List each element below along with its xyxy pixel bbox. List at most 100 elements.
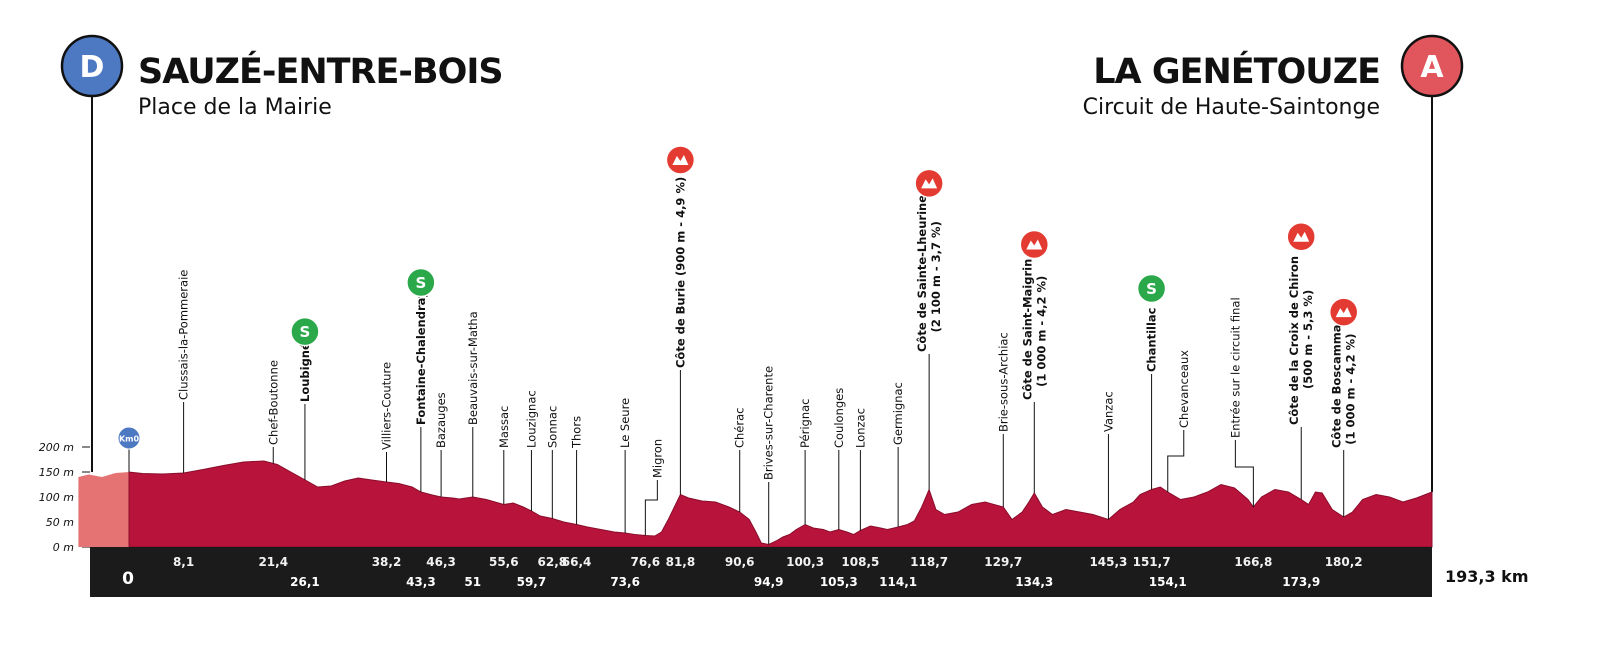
km-marker-label: 0 — [122, 569, 134, 589]
mountain-glyph — [1293, 231, 1310, 242]
point-label-1: Chef-Boutonne — [266, 360, 280, 445]
climb-icon — [665, 145, 696, 175]
km-marker-label: 151,7 — [1133, 555, 1171, 569]
point-name: Fontaine-Chalendray — [414, 290, 428, 425]
km0-label: Km0 — [119, 435, 140, 444]
point-label-17: Coulonges — [832, 388, 846, 448]
sprint-icon — [1136, 273, 1167, 304]
point-label-11: Le Seure — [618, 398, 632, 448]
leader-line — [1234, 440, 1254, 507]
point-name: Sonnac — [545, 406, 559, 448]
point-name: Chef-Boutonne — [266, 360, 280, 445]
km-marker-label: 173,9 — [1282, 575, 1320, 589]
point-label-18: Lonzac — [853, 408, 867, 448]
distance-band — [90, 547, 1432, 597]
point-label-3: Villiers-Couture — [379, 362, 393, 450]
point-name: Beauvais-sur-Matha — [466, 311, 480, 425]
point-name: Vanzac — [1101, 391, 1115, 432]
point-name: (2 100 m - 3,7 %) — [929, 221, 943, 332]
km-marker-label: 114,1 — [879, 575, 917, 589]
point-label-10: Thors — [570, 416, 584, 449]
point-name: Brives-sur-Charente — [762, 366, 776, 480]
sprint-icon-letter: S — [300, 323, 311, 341]
finish-badge-letter: A — [1420, 50, 1444, 85]
km-marker-label: 38,2 — [372, 555, 402, 569]
km-marker-label: 76,6 — [631, 555, 661, 569]
km-marker-label: 26,1 — [290, 575, 320, 589]
km-marker-label: 105,3 — [820, 575, 858, 589]
km-marker-label: 62,8 — [538, 555, 568, 569]
point-label-26: Entrée sur le circuit final — [1228, 297, 1242, 438]
point-name: Loubigné — [298, 342, 312, 402]
sprint-icon — [406, 267, 436, 298]
point-name: Brie-sous-Archiac — [996, 332, 1010, 432]
point-name: Pérignac — [798, 399, 812, 448]
point-label-23: Vanzac — [1101, 391, 1115, 432]
neutral-zone-area — [78, 472, 129, 547]
finish-header: A LA GENÉTOUZE Circuit de Haute-Saintong… — [1083, 34, 1464, 492]
point-name: Côte de Saint-Maigrin — [1020, 259, 1034, 400]
km-marker-label: 94,9 — [754, 575, 784, 589]
point-label-20: Côte de Sainte-Lheurine (2 100 m - 3,7 %) — [914, 168, 944, 352]
y-tick-label: 50 m — [46, 516, 74, 529]
point-name: Louzignac — [524, 390, 538, 448]
point-name: Germignac — [891, 382, 905, 445]
km-marker-label: 66,4 — [562, 555, 592, 569]
km-marker-label: 108,5 — [841, 555, 879, 569]
point-name: Bazauges — [434, 392, 448, 448]
point-name: Côte de Boscammant — [1330, 310, 1344, 448]
point-name: Le Seure — [618, 398, 632, 448]
point-name: Thors — [570, 416, 584, 449]
start-badge — [60, 34, 124, 98]
sprint-icon — [290, 316, 320, 347]
km-marker-label: 129,7 — [984, 555, 1022, 569]
start-city: SAUZÉ-ENTRE-BOIS — [138, 50, 503, 92]
elevation-profile — [78, 460, 1433, 548]
point-label-22: Côte de Saint-Maigrin (1 000 m - 4,2 %) — [1019, 229, 1050, 400]
km0-badge — [117, 426, 141, 450]
point-label-12: Migron — [650, 439, 664, 478]
point-name: Côte de Sainte-Lheurine — [915, 195, 929, 352]
point-label-16: Pérignac — [798, 399, 812, 448]
km-marker-label: 81,8 — [666, 555, 696, 569]
point-label-24: Chantillac S — [1136, 273, 1167, 372]
y-tick-label: 0 m — [53, 541, 74, 554]
point-name: (500 m - 5,3 %) — [1301, 290, 1315, 389]
point-name: Clussais-la-Pommeraie — [177, 270, 191, 400]
leader-line — [644, 480, 658, 536]
point-label-7: Massac — [497, 406, 511, 448]
point-name: (1 000 m - 4,2 %) — [1344, 334, 1358, 445]
point-name: Massac — [497, 406, 511, 448]
point-name: Lonzac — [853, 408, 867, 448]
y-tick-label: 150 m — [39, 466, 74, 479]
km-marker-label: 180,2 — [1325, 555, 1363, 569]
point-label-14: Chérac — [733, 408, 747, 449]
sprint-icon-letter: S — [1146, 280, 1157, 298]
mountain-glyph — [672, 155, 689, 166]
point-name: Côte de la Croix de Chiron — [1287, 256, 1301, 425]
point-label-21: Brie-sous-Archiac — [996, 332, 1010, 432]
finish-place: Circuit de Haute-Saintonge — [1083, 95, 1380, 120]
point-name: Coulonges — [832, 388, 846, 448]
point-label-5: Bazauges — [434, 392, 448, 448]
km-marker-label: 8,1 — [173, 555, 194, 569]
mountain-glyph — [1335, 307, 1352, 318]
point-labels: Clussais-la-Pommeraie Chef-Boutonne Loubig… — [177, 145, 1359, 480]
km-marker-label: 100,3 — [786, 555, 824, 569]
climb-icon — [1019, 229, 1050, 260]
km-marker-label: 145,3 — [1089, 555, 1127, 569]
km-marker-label: 55,6 — [489, 555, 519, 569]
km-marker-label: 154,1 — [1149, 575, 1187, 589]
point-label-28: Côte de Boscammant (1 000 m - 4,2 %) — [1328, 297, 1359, 448]
point-label-27: Côte de la Croix de Chiron (500 m - 5,3 %… — [1286, 221, 1316, 425]
point-name: (1 000 m - 4,2 %) — [1034, 276, 1048, 387]
km-marker-label: 73,6 — [610, 575, 640, 589]
point-leader-lines — [183, 354, 1345, 545]
point-label-25: Chevanceaux — [1177, 350, 1191, 428]
km-marker-label: 90,6 — [725, 555, 755, 569]
mountain-glyph — [1026, 239, 1043, 250]
point-label-15: Brives-sur-Charente — [762, 366, 776, 480]
